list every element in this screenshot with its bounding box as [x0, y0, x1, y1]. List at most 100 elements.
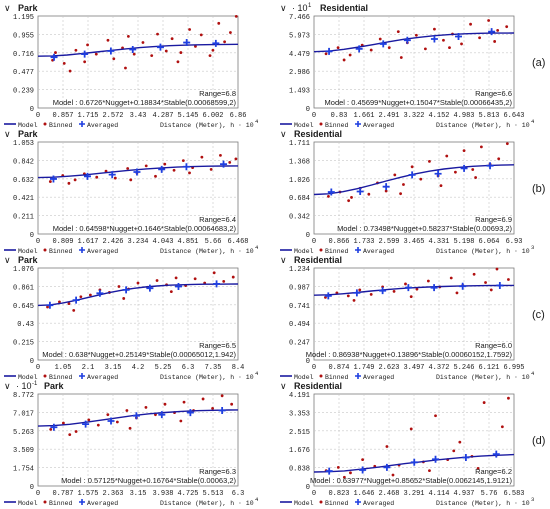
legend-binned-label: Binned [325, 500, 349, 507]
chart-title: Residential [294, 129, 342, 139]
x-tick-label: 2.1 [82, 364, 95, 372]
y-tick-label: 0.955 [13, 32, 34, 40]
averaged-point [158, 411, 166, 419]
averaged-point [434, 170, 442, 178]
binned-point [73, 178, 77, 182]
binned-point [228, 160, 232, 164]
averaged-point [460, 164, 468, 172]
binned-point [428, 160, 431, 163]
y-tick-label: 7.017 [13, 410, 34, 418]
x-tick-label: 6.86 [230, 112, 247, 120]
binned-point [507, 278, 510, 281]
binned-point [79, 295, 83, 299]
x-axis-label: Distance (Meter), h [436, 248, 510, 255]
binned-point [83, 60, 87, 64]
binned-point [74, 48, 78, 52]
range-label: Range=6.3 [199, 467, 236, 476]
binned-point [144, 164, 148, 168]
x-scale-exponent: 4 [255, 244, 259, 251]
binned-point [49, 427, 53, 431]
binned-point [136, 281, 140, 285]
averaged-point [81, 50, 89, 58]
legend-averaged-label: Averaged [87, 500, 118, 507]
binned-point [460, 42, 463, 46]
binned-point [117, 285, 121, 288]
averaged-point [496, 281, 504, 289]
binned-point [449, 276, 453, 280]
x-tick-label: 4.372 [428, 364, 449, 372]
binned-point [211, 48, 215, 52]
x-scale-exponent: 4 [531, 118, 535, 125]
legend-averaged-swatch [79, 373, 85, 379]
x-tick-label: 5.25 [155, 364, 172, 372]
binned-point [426, 279, 430, 283]
binned-point [324, 52, 328, 56]
range-label: Range=6.2 [475, 467, 512, 476]
y-tick-label: 2.986 [289, 69, 310, 77]
x-scale-exponent: 3 [531, 244, 534, 251]
binned-point [94, 52, 98, 56]
binned-point [115, 420, 119, 424]
binned-point [495, 267, 499, 271]
row-label: (a) [532, 57, 545, 69]
legend-model-label: Model [294, 122, 314, 129]
y-tick-label: 1.026 [289, 177, 310, 185]
legend-averaged-swatch [79, 247, 85, 253]
chart-panel-4: ∨ Residential 0 0.342 0.684 1.026 1.368 1.711 0 0… [280, 129, 534, 255]
binned-point [234, 14, 238, 18]
legend-averaged-label: Averaged [363, 248, 394, 255]
binned-point [414, 33, 418, 37]
model-equation: Model : 0.45699*Nugget+0.15047*Stable(0.… [325, 98, 513, 107]
averaged-point [49, 175, 57, 183]
binned-point [482, 401, 486, 404]
binned-point [229, 31, 232, 34]
legend-model-label: Model [18, 374, 38, 381]
legend-averaged-swatch [79, 121, 85, 127]
chart-title: Residential [294, 381, 342, 391]
x-axis-label: Distance (Meter), h [160, 500, 234, 507]
binned-point [458, 440, 462, 444]
averaged-point [462, 453, 470, 461]
y-tick-label: 1.754 [13, 466, 34, 474]
averaged-point [403, 36, 411, 44]
chart-title: Residential [320, 3, 368, 13]
model-equation: Model : 0.63977*Nugget+0.85652*Stable(0.… [310, 476, 513, 485]
x-scale-exponent: 4 [531, 370, 535, 377]
legend-model-label: Model [294, 248, 314, 255]
y-tick-label: 0.215 [13, 340, 34, 348]
y-tick-label: 0.421 [13, 195, 34, 203]
y-tick-label: 0.838 [289, 466, 310, 474]
model-curve [37, 165, 239, 179]
binned-point [439, 184, 443, 188]
y-tick-label: 0.632 [13, 177, 34, 185]
x-scale-exponent: 4 [255, 496, 259, 503]
averaged-point [156, 43, 164, 51]
x-tick-label: 3.15 [130, 490, 147, 498]
averaged-point [122, 286, 130, 294]
x-tick-label: 3.322 [403, 112, 424, 120]
binned-point [474, 176, 478, 179]
x-tick-label: 5.66 [205, 238, 222, 246]
y-scale-exponent: -1 [32, 381, 38, 387]
binned-point [104, 169, 108, 173]
binned-point [112, 57, 116, 61]
x-tick-label: 4.937 [453, 490, 474, 498]
y-tick-label: 0 [306, 358, 310, 366]
legend-averaged-label: Averaged [363, 374, 394, 381]
title-chevron: ∨ [4, 3, 11, 13]
binned-point [347, 199, 351, 203]
y-tick-label: 1.076 [13, 266, 34, 274]
x-tick-label: 0.83 [331, 112, 348, 120]
x-tick-label: 3.465 [403, 238, 424, 246]
binned-point [434, 414, 437, 418]
x-tick-label: 4.287 [152, 112, 173, 120]
title-chevron: ∨ [4, 129, 11, 139]
binned-point [220, 394, 224, 398]
binned-point [428, 469, 431, 473]
binned-point [410, 165, 414, 169]
legend-binned-swatch [43, 374, 47, 378]
averaged-point [133, 168, 141, 176]
x-tick-label: 5.198 [453, 238, 474, 246]
binned-point [336, 46, 340, 50]
averaged-point [455, 33, 463, 41]
